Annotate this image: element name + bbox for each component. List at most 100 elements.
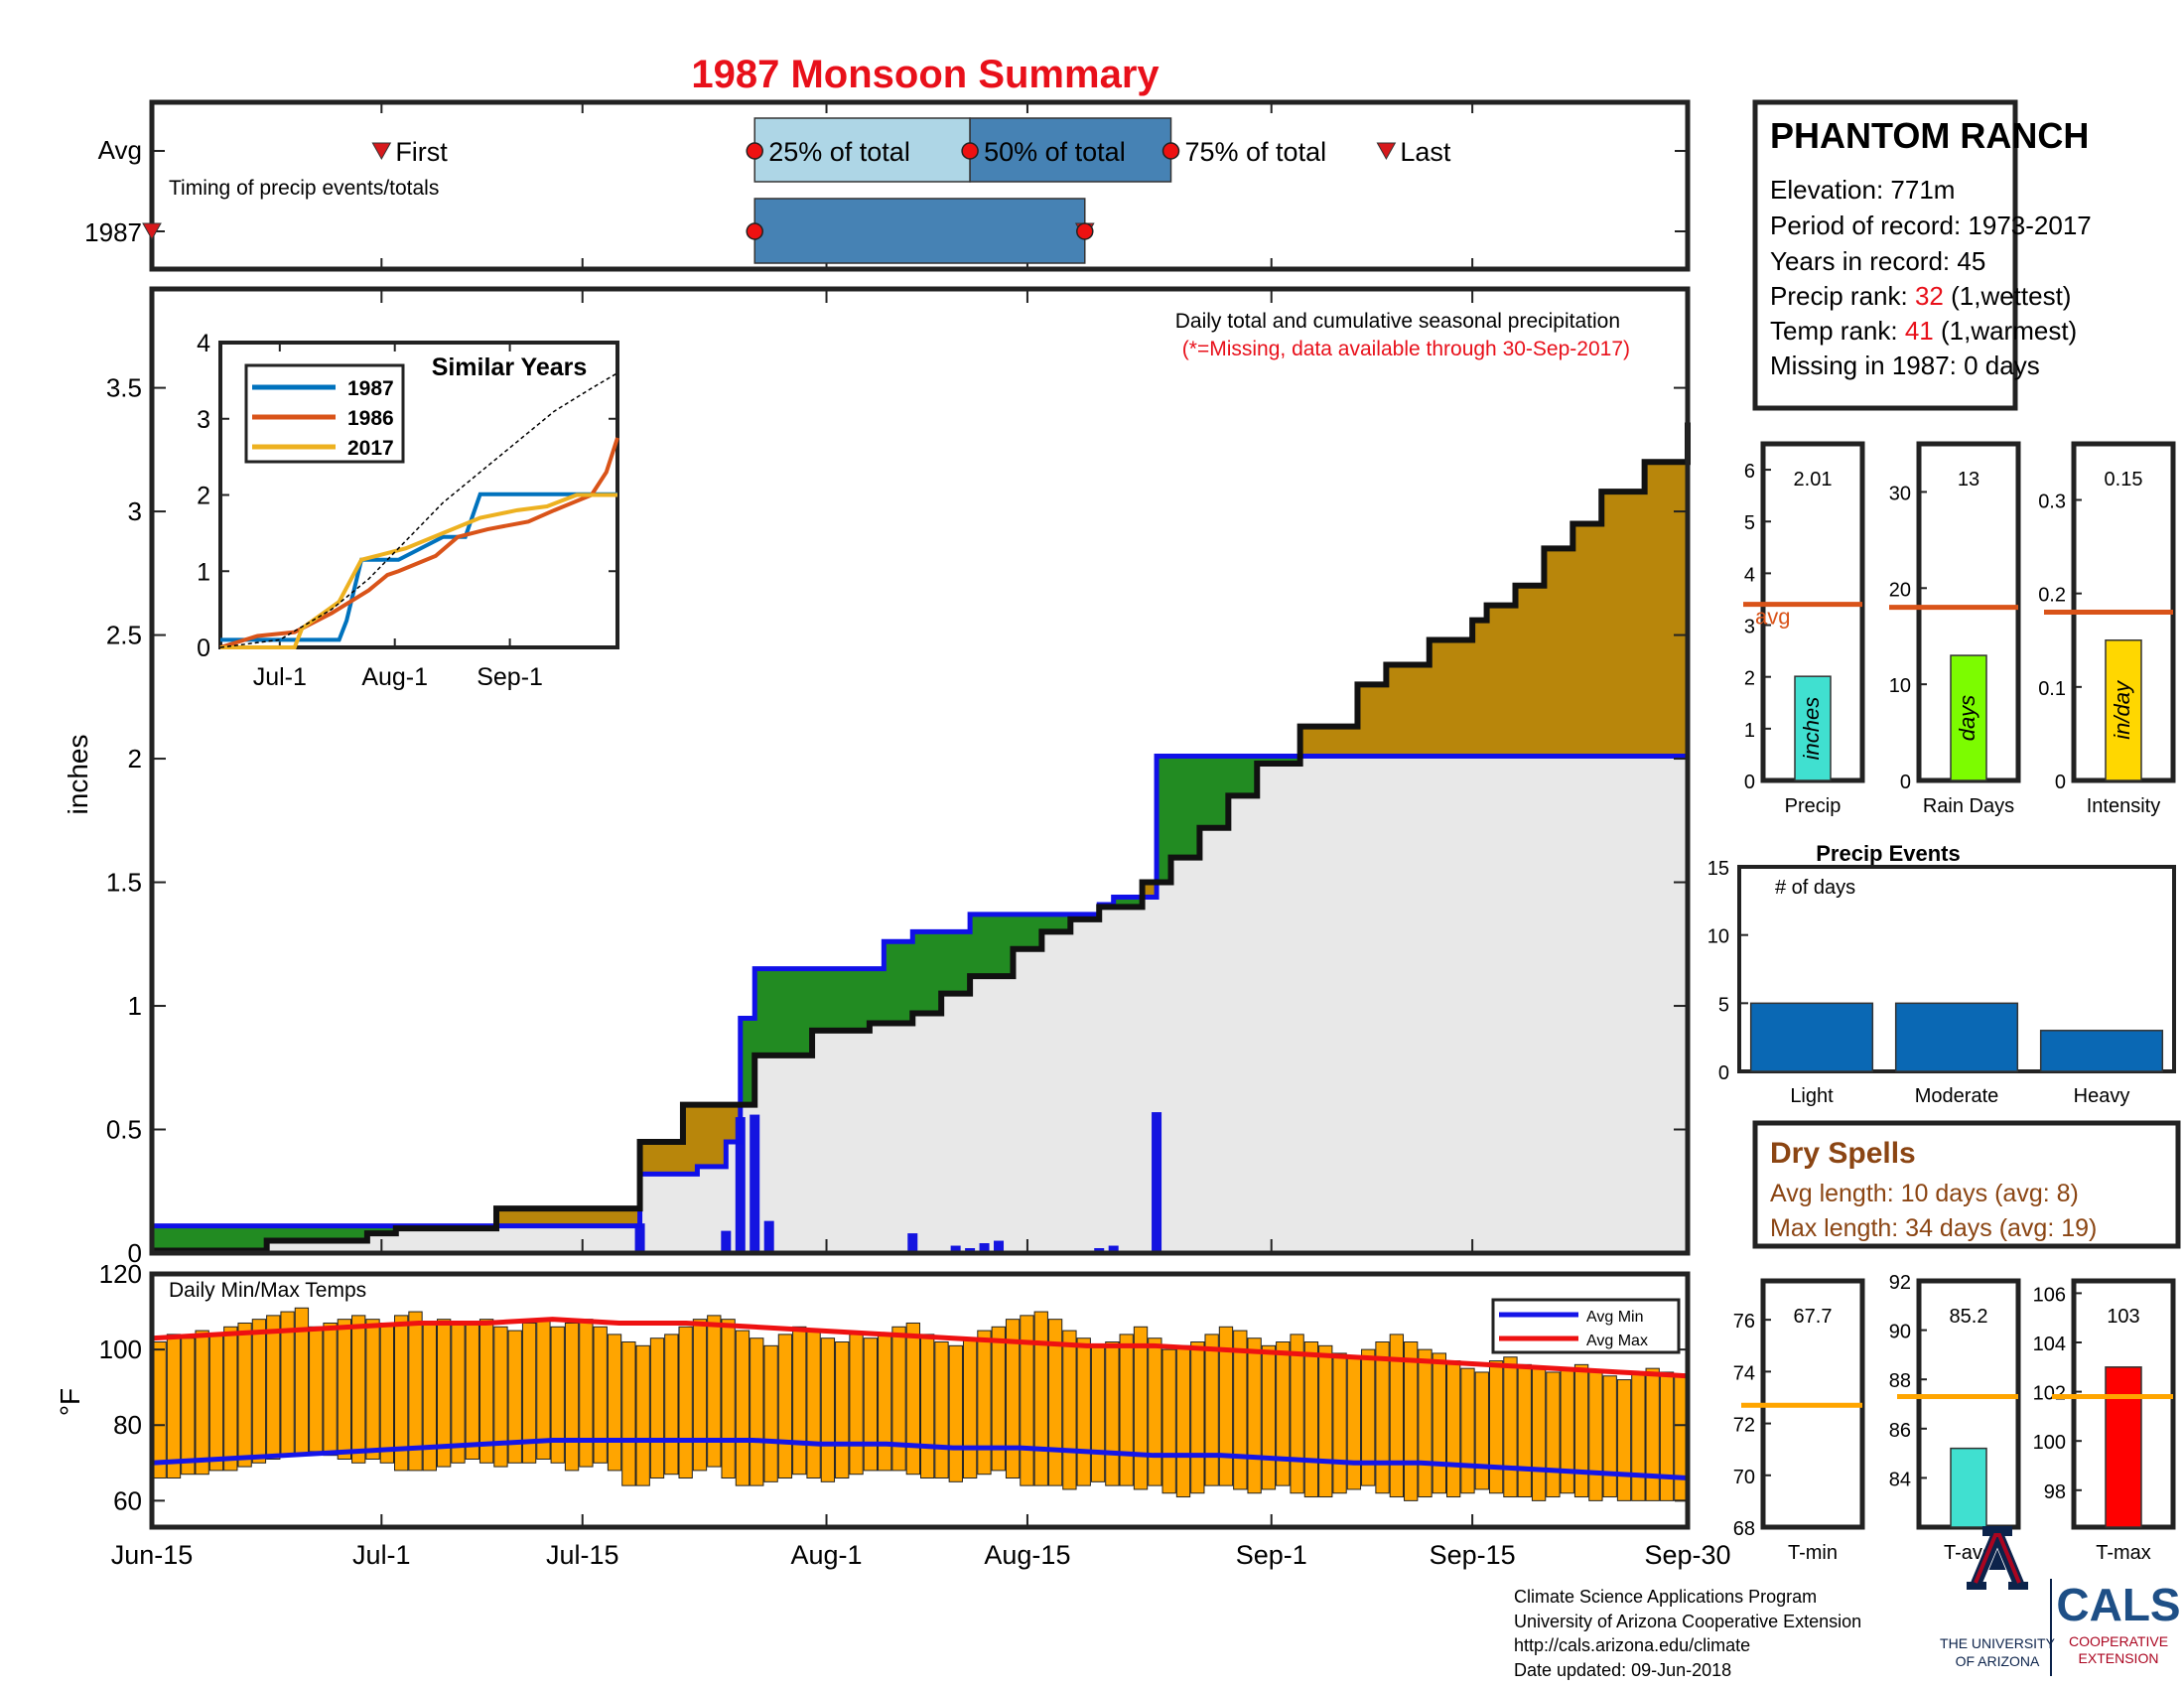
daily-temp-bar — [1005, 1319, 1021, 1479]
cumulative-frame — [149, 286, 1691, 1256]
events-title: Precip Events — [1816, 841, 1961, 866]
summary-precip-value: 2.01 — [1794, 469, 1833, 491]
temps-legend-min: Avg Min — [1586, 1309, 1644, 1326]
events-xlabel: Moderate — [1915, 1085, 1999, 1107]
temp-summary-tmax-ytick-label: 106 — [2033, 1284, 2066, 1306]
ua-line2: OF ARIZONA — [1956, 1653, 2040, 1669]
summary-intensity-ytick-label: 0 — [2055, 772, 2066, 793]
summary-precip-ytick-label: 2 — [1744, 668, 1755, 690]
station-temp-rank: Temp rank: 41 (1,warmest) — [1770, 316, 2077, 346]
station-missing: Missing in 1987: 0 days — [1770, 351, 2040, 380]
daily-temp-bar — [1631, 1371, 1646, 1501]
summary-precip-xlabel: Precip — [1785, 795, 1842, 817]
daily-temp-bar — [1247, 1337, 1262, 1494]
main-ytick-label: 0.5 — [106, 1115, 142, 1145]
daily-temp-bar — [379, 1322, 395, 1464]
cumulative-missing-note: (*=Missing, data available through 30-Se… — [1182, 338, 1630, 360]
temp-summary-tavg-bar — [1950, 1447, 1987, 1528]
temp-summary-tmin-xlabel: T-min — [1788, 1542, 1838, 1564]
avg-p75-marker — [1161, 142, 1180, 160]
avg-min-line — [151, 1437, 1689, 1481]
inset-legend-2017: 2017 — [347, 437, 394, 460]
station-elevation: Elevation: 771m — [1770, 175, 1955, 205]
daily-temp-bar — [1062, 1330, 1077, 1490]
daily-temp-bar — [750, 1337, 764, 1486]
daily-temp-bar — [1389, 1334, 1405, 1498]
station-info: PHANTOM RANCH Elevation: 771m Period of … — [1752, 99, 2092, 411]
summary-raindays-value: 13 — [1958, 469, 1979, 491]
inset-ytick-label: 0 — [197, 634, 210, 662]
temp-summary-tmax-ytick-label: 98 — [2044, 1481, 2066, 1503]
temp-summary-tavg-ytick-label: 84 — [1889, 1469, 1911, 1490]
daily-temp-bar — [977, 1330, 992, 1476]
x-axis-label: Sep-30 — [1644, 1540, 1730, 1570]
figure-title: 1987 Monsoon Summary — [691, 53, 1160, 96]
daily-precip-bar — [634, 1223, 645, 1253]
daily-temp-bar — [1318, 1344, 1333, 1498]
daily-temp-bar — [763, 1344, 778, 1482]
daily-temp-bar — [777, 1334, 793, 1479]
daily-precip-bar — [907, 1233, 918, 1253]
daily-precip-bar — [750, 1114, 760, 1253]
observed-cumulative-line — [152, 422, 1691, 1254]
daily-precip-bar — [979, 1243, 990, 1253]
daily-temp-bar — [806, 1330, 821, 1479]
inset-line-1987 — [220, 492, 617, 642]
inset-ytick-label: 1 — [197, 558, 210, 586]
daily-temp-bar — [408, 1311, 423, 1472]
daily-precip-bar — [1152, 1112, 1162, 1253]
daily-temp-bar — [181, 1337, 196, 1476]
dry-spells-panel: Dry Spells Avg length: 10 days (avg: 8) … — [1752, 1120, 2181, 1249]
daily-temp-bar — [1588, 1371, 1603, 1501]
timing-avg-row-label: Avg — [98, 135, 142, 165]
summary-intensity-bar — [2105, 639, 2142, 781]
temps-ylabel: °F — [55, 1388, 85, 1416]
daily-temp-bar — [1602, 1375, 1617, 1498]
daily-temp-bar — [1233, 1330, 1248, 1490]
temps-panel: 60 80 100 120 Daily Min/Max Temps °F Avg Mi… — [55, 1259, 1691, 1530]
avg-p50-marker — [961, 142, 979, 160]
summary-precip-ytick-label: 3 — [1744, 617, 1755, 638]
summary-precip-ytick-label: 0 — [1744, 772, 1755, 793]
summary-intensity-ytick-label: 0.2 — [2038, 585, 2066, 607]
daily-temp-bar — [152, 1341, 167, 1479]
daily-temp-bar — [1076, 1337, 1091, 1486]
summary-raindays-ytick-label: 20 — [1889, 579, 1911, 601]
events-bar-moderate — [1894, 1002, 2019, 1072]
daily-temp-bar — [1161, 1348, 1176, 1494]
events-ytick-label: 5 — [1718, 994, 1729, 1016]
daily-temp-bar — [962, 1337, 978, 1479]
temp-summary-tmax-ytick-label: 104 — [2033, 1334, 2066, 1355]
ua-line1: THE UNIVERSITY — [1940, 1635, 2056, 1651]
summary-raindays: 0 10 20 30 13 Rain Days days — [1889, 441, 2021, 817]
daily-temp-bar — [849, 1334, 864, 1476]
station-name: PHANTOM RANCH — [1770, 115, 2089, 156]
footer-line2: University of Arizona Cooperative Extens… — [1514, 1612, 1861, 1631]
daily-temp-bar — [1204, 1334, 1219, 1486]
summary-precip-bar — [1794, 675, 1832, 781]
daily-temp-bar — [1517, 1363, 1532, 1498]
daily-temp-bar — [1659, 1371, 1675, 1501]
daily-temp-bar — [891, 1326, 906, 1472]
ua-a-icon — [1967, 1526, 2028, 1590]
daily-temp-bar — [1133, 1326, 1149, 1490]
daily-temp-bar — [337, 1319, 352, 1460]
events-bar-light — [1749, 1002, 1874, 1072]
below-average-area — [152, 756, 1688, 1251]
daily-temp-bar — [1290, 1334, 1304, 1494]
timing-avg-50-75-box — [969, 117, 1172, 183]
x-axis-label: Jul-15 — [546, 1540, 619, 1570]
daily-temp-bar — [792, 1326, 807, 1476]
inset-line-2017 — [220, 492, 617, 649]
temp-summary-tmin-ytick-label: 68 — [1733, 1518, 1755, 1540]
year-first-marker — [142, 222, 162, 241]
timing-1987-box — [753, 198, 1086, 264]
temp-summary-tavg-ytick-label: 86 — [1889, 1420, 1911, 1442]
daily-temp-bar — [1460, 1367, 1475, 1494]
summary-raindays-ytick-label: 30 — [1889, 483, 1911, 504]
daily-temp-bar — [280, 1311, 295, 1457]
events-ytick-label: 10 — [1707, 926, 1729, 948]
daily-temp-bar — [1616, 1379, 1632, 1501]
daily-temp-bar — [1303, 1341, 1319, 1498]
